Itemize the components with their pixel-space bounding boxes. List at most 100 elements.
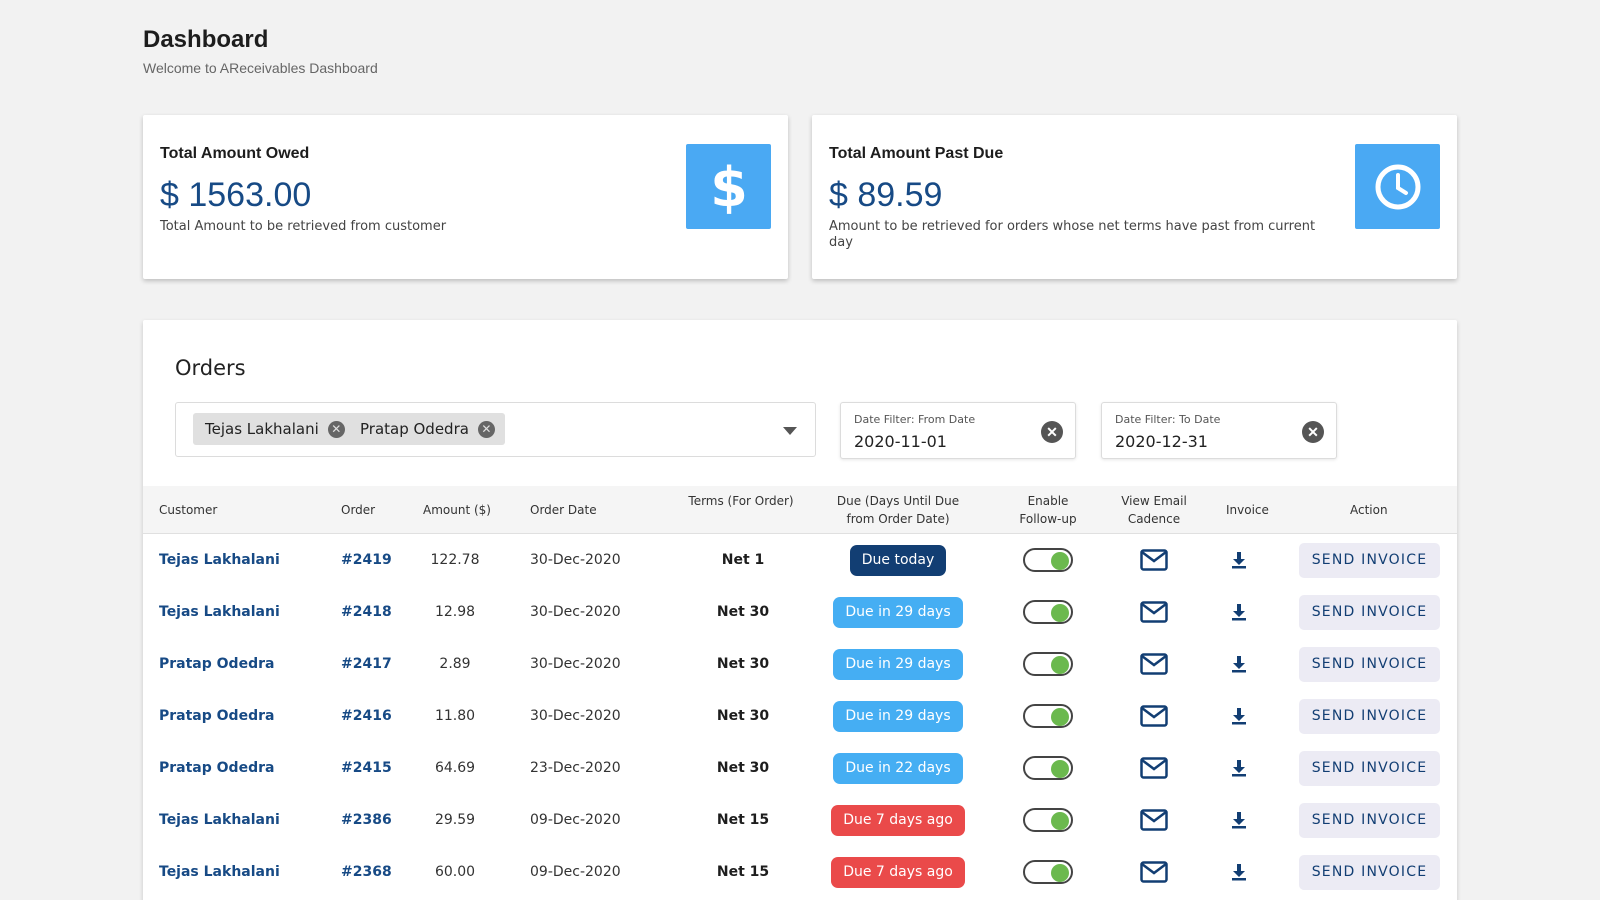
- follow-up-toggle[interactable]: [1023, 808, 1073, 832]
- table-row: Pratap Odedra #2415 64.69 23-Dec-2020 Ne…: [143, 742, 1457, 794]
- customer-link[interactable]: Tejas Lakhalani: [159, 812, 280, 828]
- toggle-knob: [1051, 707, 1069, 726]
- envelope-icon[interactable]: [1140, 549, 1168, 571]
- action-cell: SEND INVOICE: [1299, 846, 1440, 898]
- order-link[interactable]: #2418: [341, 604, 392, 620]
- col-email-cadence: View Email Cadence: [1121, 494, 1187, 526]
- table-row: Pratap Odedra #2416 11.80 30-Dec-2020 Ne…: [143, 690, 1457, 742]
- envelope-icon[interactable]: [1140, 861, 1168, 883]
- invoice-cell: [1226, 846, 1252, 898]
- download-icon[interactable]: [1231, 603, 1247, 621]
- envelope-icon[interactable]: [1140, 653, 1168, 675]
- order-link[interactable]: #2419: [341, 552, 392, 568]
- envelope-icon[interactable]: [1140, 705, 1168, 727]
- order-date-cell: 30-Dec-2020: [530, 604, 621, 620]
- due-badge: Due in 22 days: [833, 752, 963, 784]
- due-cell: Due in 29 days: [823, 638, 973, 690]
- col-terms: Terms (For Order): [688, 494, 794, 508]
- dollar-icon: $: [686, 144, 771, 229]
- order-link[interactable]: #2416: [341, 708, 392, 724]
- clear-date-from-icon[interactable]: ✕: [1041, 421, 1063, 443]
- customer-chip[interactable]: Tejas Lakhalani ✕: [193, 413, 355, 445]
- due-badge: Due in 29 days: [833, 700, 963, 732]
- send-invoice-button[interactable]: SEND INVOICE: [1299, 802, 1440, 838]
- svg-text:$: $: [710, 160, 748, 214]
- envelope-icon[interactable]: [1140, 809, 1168, 831]
- invoice-cell: [1226, 586, 1252, 638]
- invoice-cell: [1226, 742, 1252, 794]
- download-icon[interactable]: [1231, 551, 1247, 569]
- customer-link[interactable]: Pratap Odedra: [159, 708, 275, 724]
- date-to-value[interactable]: 2020-12-31: [1115, 432, 1208, 451]
- email-cadence-cell: [1139, 534, 1169, 586]
- send-invoice-button[interactable]: SEND INVOICE: [1299, 646, 1440, 682]
- download-icon[interactable]: [1231, 811, 1247, 829]
- due-cell: Due in 29 days: [823, 586, 973, 638]
- date-from-field[interactable]: Date Filter: From Date 2020-11-01 ✕: [840, 402, 1076, 459]
- send-invoice-button[interactable]: SEND INVOICE: [1299, 594, 1440, 630]
- follow-up-cell: [1023, 638, 1073, 690]
- customer-filter-select[interactable]: Tejas Lakhalani ✕ Pratap Odedra ✕: [175, 402, 816, 457]
- email-cadence-cell: [1139, 690, 1169, 742]
- envelope-icon[interactable]: [1140, 757, 1168, 779]
- send-invoice-button[interactable]: SEND INVOICE: [1299, 698, 1440, 734]
- order-link[interactable]: #2386: [341, 812, 392, 828]
- chip-remove-icon[interactable]: ✕: [327, 420, 345, 438]
- follow-up-toggle[interactable]: [1023, 652, 1073, 676]
- toggle-knob: [1051, 603, 1069, 622]
- download-icon[interactable]: [1231, 707, 1247, 725]
- order-date-cell: 30-Dec-2020: [530, 708, 621, 724]
- customer-link[interactable]: Tejas Lakhalani: [159, 604, 280, 620]
- chip-remove-icon[interactable]: ✕: [477, 420, 495, 438]
- follow-up-toggle[interactable]: [1023, 704, 1073, 728]
- follow-up-toggle[interactable]: [1023, 600, 1073, 624]
- customer-link[interactable]: Tejas Lakhalani: [159, 864, 280, 880]
- follow-up-toggle[interactable]: [1023, 756, 1073, 780]
- follow-up-cell: [1023, 794, 1073, 846]
- follow-up-toggle[interactable]: [1023, 548, 1073, 572]
- order-date-cell: 30-Dec-2020: [530, 656, 621, 672]
- order-date-cell: 09-Dec-2020: [530, 812, 621, 828]
- customer-link[interactable]: Pratap Odedra: [159, 760, 275, 776]
- download-icon[interactable]: [1231, 655, 1247, 673]
- toggle-knob: [1051, 759, 1069, 778]
- table-row: Tejas Lakhalani #2386 29.59 09-Dec-2020 …: [143, 794, 1457, 846]
- dropdown-arrow-icon[interactable]: [783, 427, 797, 435]
- follow-up-cell: [1023, 742, 1073, 794]
- date-from-value[interactable]: 2020-11-01: [854, 432, 947, 451]
- email-cadence-cell: [1139, 586, 1169, 638]
- send-invoice-button[interactable]: SEND INVOICE: [1299, 854, 1440, 890]
- action-cell: SEND INVOICE: [1299, 794, 1440, 846]
- card-value: $ 89.59: [829, 176, 943, 214]
- col-action: Action: [1350, 503, 1388, 517]
- order-link[interactable]: #2417: [341, 656, 392, 672]
- page-subtitle: Welcome to AReceivables Dashboard: [143, 60, 378, 76]
- order-link[interactable]: #2368: [341, 864, 392, 880]
- amount-cell: 12.98: [434, 604, 476, 620]
- email-cadence-cell: [1139, 638, 1169, 690]
- download-icon[interactable]: [1231, 759, 1247, 777]
- customer-chip[interactable]: Pratap Odedra ✕: [348, 413, 505, 445]
- customer-link[interactable]: Pratap Odedra: [159, 656, 275, 672]
- action-cell: SEND INVOICE: [1299, 638, 1440, 690]
- follow-up-toggle[interactable]: [1023, 860, 1073, 884]
- customer-link[interactable]: Tejas Lakhalani: [159, 552, 280, 568]
- send-invoice-button[interactable]: SEND INVOICE: [1299, 542, 1440, 578]
- due-badge: Due in 29 days: [833, 596, 963, 628]
- card-value: $ 1563.00: [160, 176, 312, 214]
- envelope-icon[interactable]: [1140, 601, 1168, 623]
- terms-cell: Net 30: [716, 604, 770, 620]
- send-invoice-button[interactable]: SEND INVOICE: [1299, 750, 1440, 786]
- due-badge: Due 7 days ago: [831, 856, 965, 888]
- amount-cell: 60.00: [434, 864, 476, 880]
- action-cell: SEND INVOICE: [1299, 690, 1440, 742]
- clear-date-to-icon[interactable]: ✕: [1302, 421, 1324, 443]
- download-icon[interactable]: [1231, 863, 1247, 881]
- follow-up-cell: [1023, 534, 1073, 586]
- orders-table: Customer Order Amount ($) Order Date Ter…: [143, 486, 1457, 898]
- col-follow-up: Enable Follow-up: [1019, 494, 1077, 526]
- action-cell: SEND INVOICE: [1299, 586, 1440, 638]
- orders-title: Orders: [175, 356, 246, 380]
- order-link[interactable]: #2415: [341, 760, 392, 776]
- date-to-field[interactable]: Date Filter: To Date 2020-12-31 ✕: [1101, 402, 1337, 459]
